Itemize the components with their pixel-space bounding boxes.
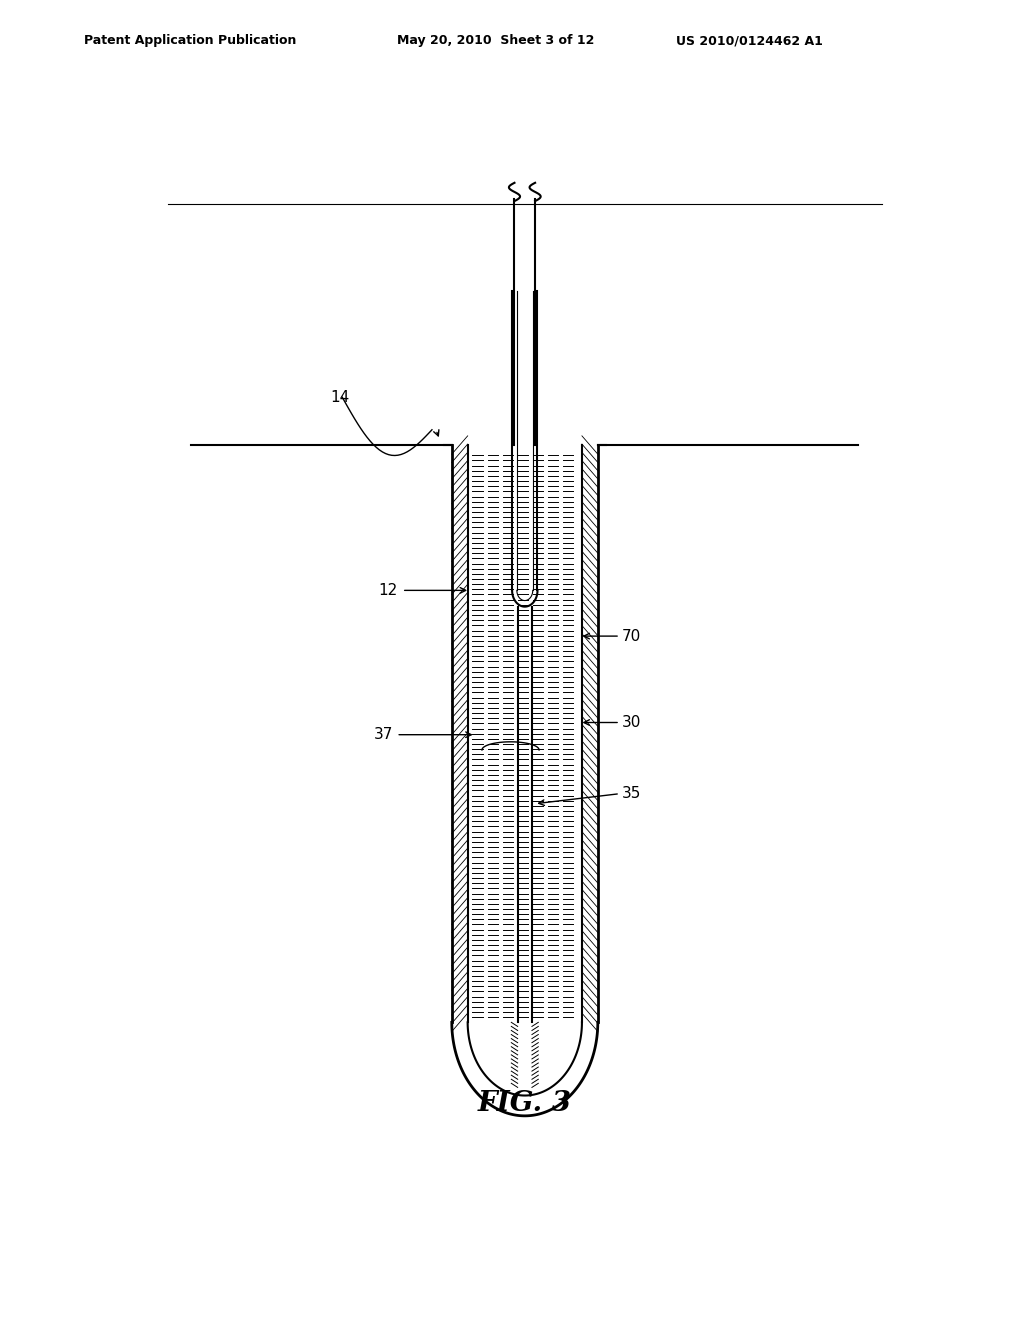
Text: 35: 35 [622,787,641,801]
Text: 30: 30 [622,715,641,730]
Text: May 20, 2010  Sheet 3 of 12: May 20, 2010 Sheet 3 of 12 [397,34,595,48]
Text: 12: 12 [379,583,398,598]
Text: Patent Application Publication: Patent Application Publication [84,34,296,48]
Text: 37: 37 [374,727,393,742]
Text: FIG. 3: FIG. 3 [478,1090,571,1117]
Text: 14: 14 [331,389,349,405]
Text: 70: 70 [622,628,641,644]
Text: US 2010/0124462 A1: US 2010/0124462 A1 [676,34,822,48]
